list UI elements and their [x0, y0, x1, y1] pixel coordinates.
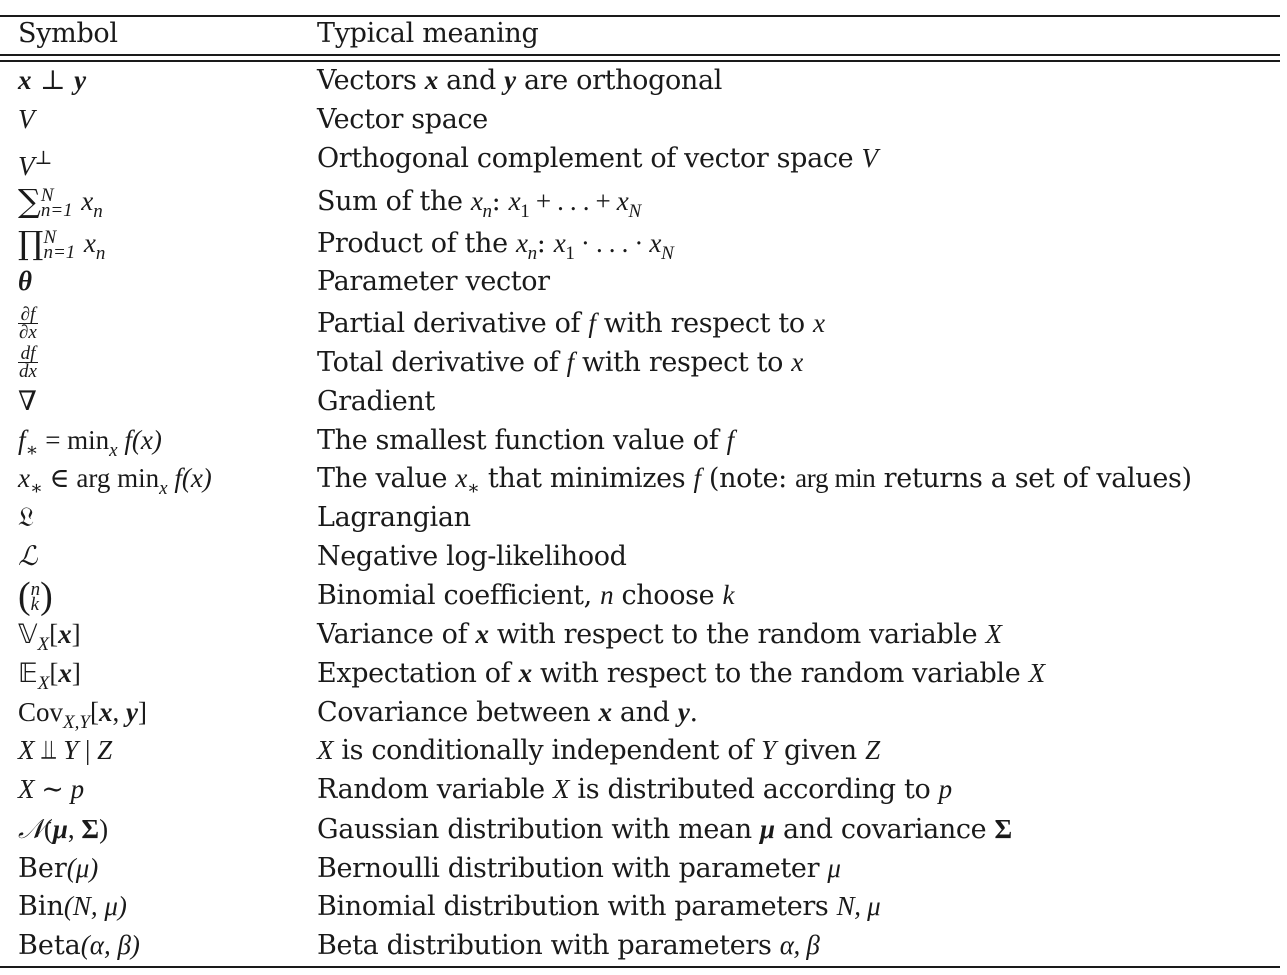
table-row: ℒ Negative log-likelihood [0, 537, 1280, 576]
table-row: (n k) Binomial coefficient, n choose k [0, 575, 1280, 617]
table-row: V Vector space [0, 100, 1280, 139]
table-row: df dx Total derivative of f with respect … [0, 341, 1280, 383]
table-row: x ⊥ y Vectors x and y are orthogonal [0, 61, 1280, 100]
table-row: V⊥ Orthogonal complement of vector space… [0, 139, 1280, 181]
symbol-cell: X ∼ p [18, 774, 85, 804]
symbol-cell: (n k) [18, 575, 53, 617]
meaning-cell: Covariance between x and y. [317, 697, 698, 728]
meaning-cell: X is conditionally independent of Y give… [317, 735, 880, 766]
symbol-cell: CovX,Y[x, y] [18, 697, 147, 733]
symbol-cell: Beta(α, β) [18, 930, 140, 961]
symbol-cell: 𝒩(μ, Σ) [18, 814, 109, 845]
meaning-cell: Bernoulli distribution with parameter μ [317, 853, 841, 884]
table-row: X ⫫ Y | Z X is conditionally independent… [0, 731, 1280, 770]
table-row: 𝔼X[x] Expectation of x with respect to t… [0, 654, 1280, 694]
table-row: 𝔏 Lagrangian [0, 498, 1280, 537]
meaning-column-header: Typical meaning [317, 18, 539, 49]
meaning-cell: The value x∗ that minimizes f (note: arg… [317, 463, 1192, 499]
meaning-cell: Sum of the xn: x1 + . . . + xN [317, 186, 641, 222]
meaning-cell: Total derivative of f with respect to x [317, 347, 803, 378]
meaning-cell: The smallest function value of f [317, 425, 734, 456]
header-row: Symbol Typical meaning [0, 14, 1280, 53]
meaning-cell: Negative log-likelihood [317, 541, 627, 572]
meaning-cell: Variance of x with respect to the random… [317, 619, 1002, 650]
table-row: Beta(α, β) Beta distribution with parame… [0, 926, 1280, 965]
table-row: x∗ ∈ arg minx f(x) The value x∗ that min… [0, 459, 1280, 499]
meaning-cell: Binomial distribution with parameters N,… [317, 891, 881, 922]
meaning-cell: Gradient [317, 386, 435, 417]
symbol-cell: df dx [18, 343, 38, 382]
symbol-cell: ∇ [18, 386, 37, 416]
table-row: Ber(μ) Bernoulli distribution with param… [0, 849, 1280, 888]
header-rule-lower [0, 60, 1280, 62]
meaning-cell: Expectation of x with respect to the ran… [317, 658, 1045, 689]
symbol-cell: Bin(N, μ) [18, 891, 127, 922]
symbol-cell: ∂f ∂x [18, 304, 38, 343]
symbol-cell: V⊥ [18, 148, 53, 181]
table-row: X ∼ p Random variable X is distributed a… [0, 770, 1280, 809]
meaning-cell: Vector space [317, 104, 488, 135]
symbol-cell: 𝔼X[x] [18, 658, 81, 694]
meaning-cell: Vectors x and y are orthogonal [317, 65, 722, 96]
symbol-cell: x ⊥ y [18, 65, 87, 95]
meaning-cell: Product of the xn: x1 · . . . · xN [317, 228, 674, 264]
meaning-cell: Lagrangian [317, 502, 471, 533]
symbol-cell: x∗ ∈ arg minx f(x) [18, 463, 212, 499]
top-rule [0, 15, 1280, 17]
symbol-cell: ℒ [18, 541, 38, 572]
bottom-rule [0, 966, 1280, 968]
symbol-cell: X ⫫ Y | Z [18, 735, 113, 765]
table-row: ∂f ∂x Partial derivative of f with respec… [0, 302, 1280, 344]
header-rule-upper [0, 54, 1280, 56]
meaning-cell: Binomial coefficient, n choose k [317, 580, 735, 611]
meaning-cell: Orthogonal complement of vector space V [317, 143, 878, 174]
table-row: ∇ Gradient [0, 382, 1280, 421]
symbol-column-header: Symbol [18, 18, 118, 49]
table-row: 𝕍X[x] Variance of x with respect to the … [0, 615, 1280, 655]
symbol-cell: θ [18, 266, 33, 296]
table-row: f∗ = minx f(x) The smallest function val… [0, 421, 1280, 461]
table-row: θ Parameter vector [0, 262, 1280, 301]
table-row: Bin(N, μ) Binomial distribution with par… [0, 887, 1280, 926]
meaning-cell: Beta distribution with parameters α, β [317, 930, 820, 961]
meaning-cell: Partial derivative of f with respect to … [317, 308, 825, 339]
symbol-cell: 𝔏 [18, 502, 35, 533]
meaning-cell: Gaussian distribution with mean μ and co… [317, 814, 1012, 845]
meaning-cell: Parameter vector [317, 266, 550, 297]
symbol-cell: f∗ = minx f(x) [18, 425, 162, 461]
meaning-cell: Random variable X is distributed accordi… [317, 774, 952, 805]
table-row: 𝒩(μ, Σ) Gaussian distribution with mean … [0, 810, 1280, 849]
symbol-cell: Ber(μ) [18, 853, 99, 884]
symbol-cell: 𝕍X[x] [18, 619, 81, 655]
table-row: CovX,Y[x, y] Covariance between x and y. [0, 693, 1280, 733]
symbol-cell: V [18, 104, 35, 134]
